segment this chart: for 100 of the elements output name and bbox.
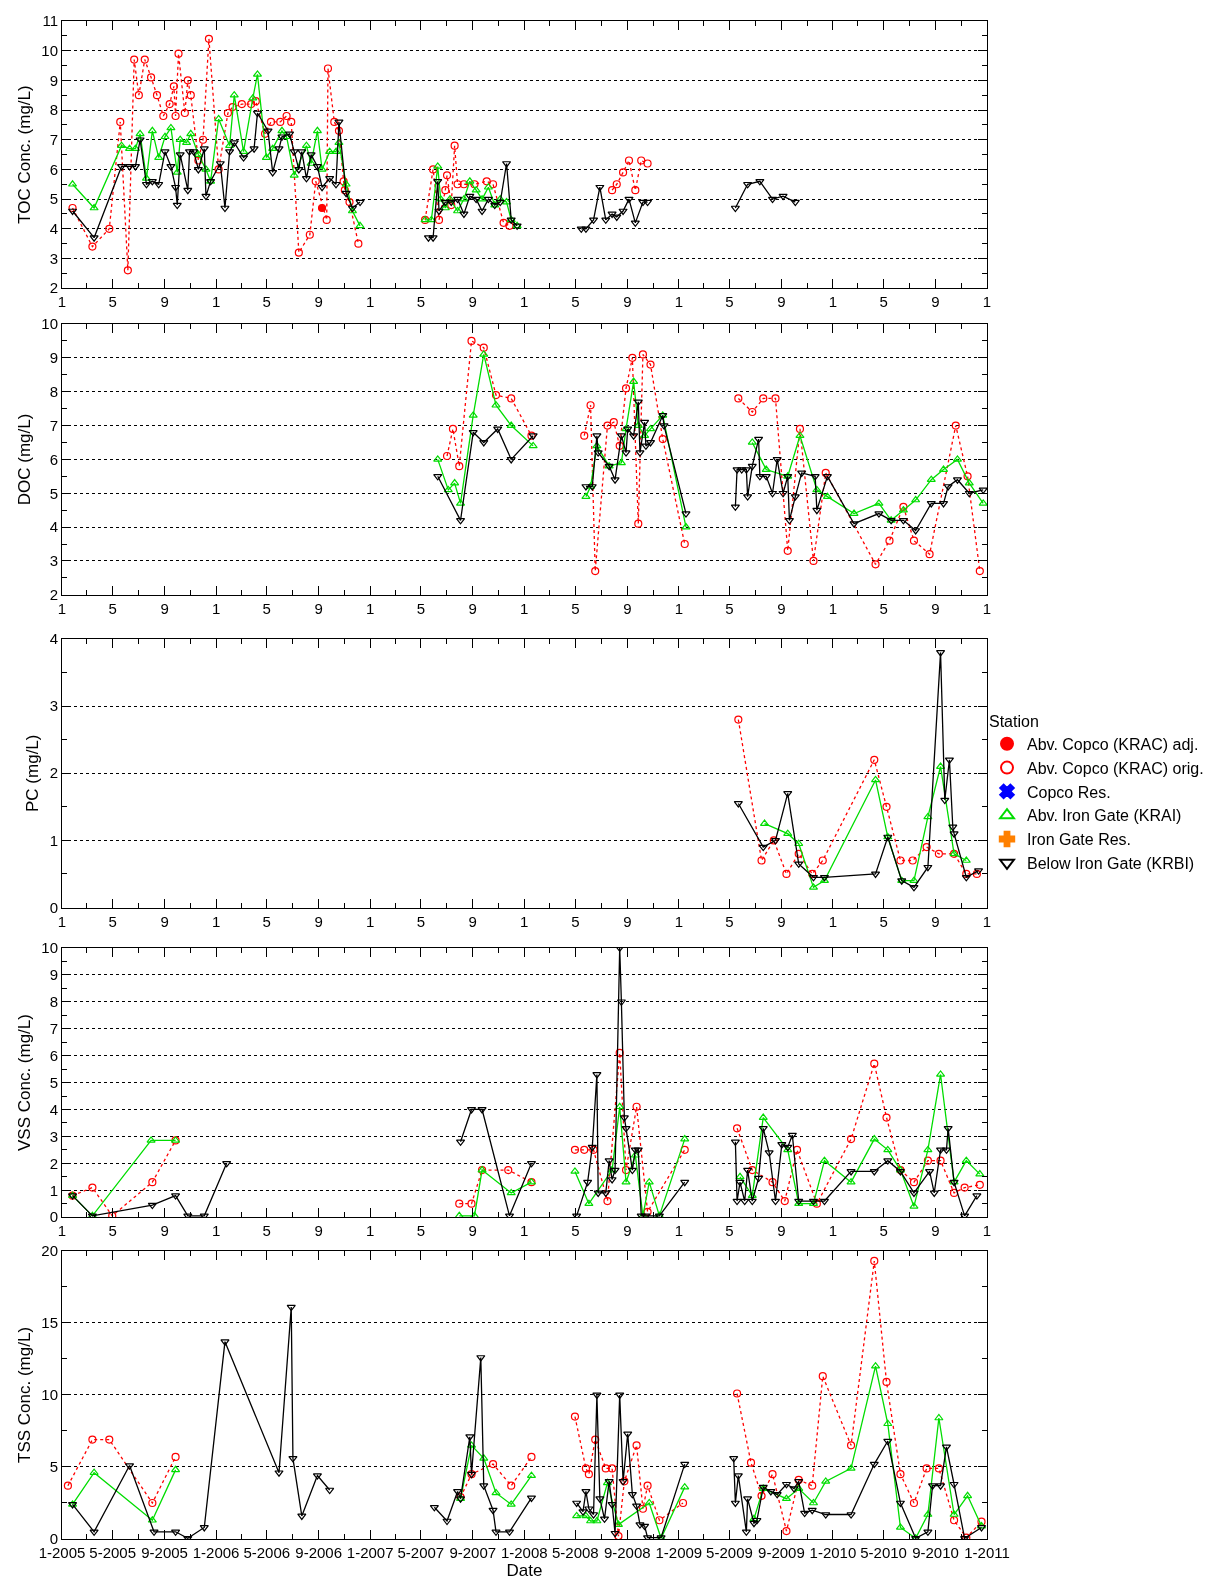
point [934,849,943,858]
point [761,465,771,472]
y-tick-label: 8 [49,382,58,400]
point [621,384,631,393]
y-tick-label: 10 [41,939,58,957]
point [923,1156,932,1165]
point [883,1419,893,1427]
point [761,473,771,481]
y-tick-label: 5 [49,1458,58,1476]
x-tick-label: 9 [931,1222,940,1240]
point [925,550,934,559]
x-tick-label: 1-2009 [655,1544,703,1561]
point [780,1196,789,1206]
x-tick-label: 9 [777,599,786,617]
point [908,856,917,865]
point [757,856,766,865]
x-tick-label: 1 [211,599,221,617]
x-tick-label: 9 [468,293,477,311]
point [734,715,743,724]
x-tick-label: 9-2007 [449,1544,497,1561]
x-tick-label: 5 [262,912,271,930]
point [615,1102,625,1110]
y-tick-label: 9 [49,71,58,89]
y-tick-label: 6 [49,160,58,178]
point [792,1145,802,1154]
point [325,147,335,154]
point [778,490,788,498]
point [88,1183,97,1192]
point [870,1256,879,1266]
x-tick-label: 5-2005 [89,1544,137,1561]
x-tick-label: 9 [468,1222,477,1240]
x-tick-label: 5-2009 [706,1544,753,1561]
x-tick-label: 1 [828,1222,838,1240]
point [874,511,884,518]
x-tick-label: 9 [160,599,169,617]
point [491,390,501,400]
y-tick-label: 7 [49,130,58,148]
point [922,1464,931,1473]
point [477,195,487,202]
point [632,1102,641,1111]
x-tick-label: 5 [879,293,888,311]
point [479,1454,489,1461]
point [732,1124,742,1133]
point [794,849,803,858]
point [748,1165,757,1175]
y-tick-label: 11 [42,12,58,30]
x-tick-label: 9 [623,1222,632,1240]
x-tick-label: 5 [108,1222,117,1240]
point [147,1516,157,1523]
x-tick-label: 1-2008 [500,1544,548,1561]
y-tick-label: 2 [49,586,58,604]
point [479,440,489,447]
x-tick-label: 1 [982,293,992,311]
point [467,336,476,346]
y-axis-title: TOC Conc. (mg/L) [14,85,34,224]
x-tick-label: 1 [366,293,375,311]
x-tick-label: 9 [623,293,632,311]
point [926,475,936,483]
point [277,126,287,134]
point [614,1532,623,1539]
x-tick-label: 9 [314,912,323,930]
point [883,1145,893,1153]
point [440,203,450,211]
x-tick-label: 1 [520,599,529,617]
point [646,360,655,369]
point [961,874,971,882]
point [621,450,631,457]
point [581,1464,591,1473]
point [448,424,458,434]
point [909,1178,919,1187]
x-tick-label: 9 [623,912,632,930]
point [808,874,819,882]
point [89,203,99,211]
x-tick-label: 5-2006 [243,1544,291,1561]
point [638,350,648,359]
point [977,1517,986,1526]
x-tick-label: 9 [160,293,169,311]
point [471,186,481,193]
point [105,1435,114,1444]
point [644,1498,654,1506]
x-tick-label: 5 [262,293,271,311]
y-tick-label: 3 [49,552,58,570]
legend-title: Station [989,712,1039,730]
x-tick-label: 1 [828,293,838,311]
x-tick-label: 1 [674,599,683,617]
point [768,1178,777,1187]
x-tick-label: 1-2010 [809,1544,857,1561]
y-tick-label: 4 [49,220,58,238]
x-tick-label: 1-2011 [964,1544,1010,1561]
x-tick-label: 1 [674,912,683,930]
y-tick-label: 7 [49,416,58,434]
point [488,1459,498,1469]
point [923,1145,933,1153]
point [645,424,656,432]
point [759,394,768,403]
y-tick-label: 0 [49,1208,58,1226]
y-axis-title: DOC (mg/L) [14,413,34,506]
y-tick-label: 6 [49,1046,58,1064]
point [846,1178,856,1185]
y-tick-label: 7 [49,1019,58,1037]
